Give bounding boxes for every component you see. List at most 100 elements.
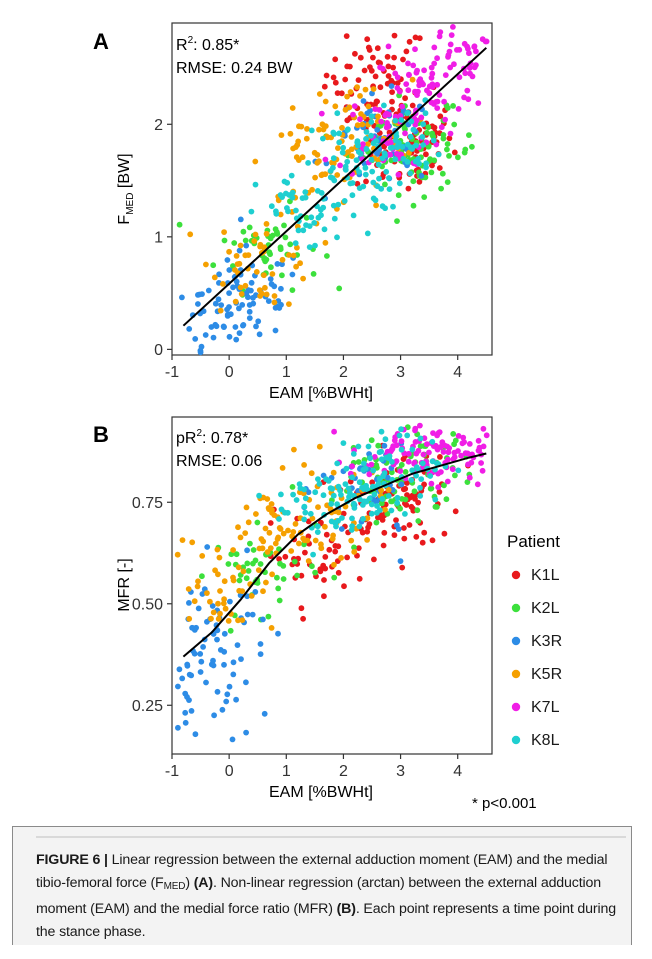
data-point-k5r — [263, 221, 270, 227]
data-point-k3r — [274, 261, 281, 267]
data-point-k3r — [214, 688, 221, 695]
data-point-k3r — [210, 334, 217, 341]
data-point-k3r — [179, 294, 185, 301]
data-point-k8l — [330, 155, 337, 162]
data-point-k3r — [203, 679, 209, 686]
data-point-k1l — [322, 565, 329, 572]
data-point-k8l — [455, 467, 462, 474]
data-point-k2l — [414, 507, 421, 514]
data-point-k1l — [390, 64, 396, 71]
data-point-k2l — [275, 585, 282, 592]
data-point-k5r — [373, 202, 379, 209]
data-point-k8l — [285, 208, 291, 215]
data-point-k3r — [175, 724, 181, 731]
data-point-k1l — [385, 63, 392, 70]
data-point-k7l — [337, 162, 343, 169]
caption-ref-a: (A) — [193, 874, 213, 891]
data-point-k3r — [244, 611, 251, 618]
data-point-k8l — [335, 201, 342, 208]
data-point-k3r — [217, 647, 224, 653]
data-point-k3r — [192, 731, 199, 738]
data-point-k1l — [408, 503, 415, 510]
data-point-k3r — [250, 294, 256, 301]
data-point-k5r — [242, 252, 249, 259]
data-point-k7l — [467, 70, 473, 77]
x-tick-label: -1 — [165, 364, 179, 381]
data-point-k5r — [316, 126, 322, 133]
data-point-k3r — [260, 616, 266, 623]
data-point-k7l — [331, 428, 337, 435]
legend-label-k2l: K2L — [531, 600, 560, 617]
data-point-k8l — [430, 137, 437, 144]
x-tick-label: 4 — [453, 364, 462, 381]
data-point-k8l — [427, 473, 434, 479]
data-point-k8l — [371, 491, 378, 498]
data-point-k8l — [334, 234, 340, 241]
data-point-k7l — [466, 50, 472, 57]
data-point-k8l — [305, 160, 311, 166]
data-point-k1l — [423, 151, 429, 158]
data-point-k3r — [233, 696, 240, 703]
panel-b-annotation: pR2: 0.78* RMSE: 0.06 — [176, 428, 262, 470]
data-point-k1l — [267, 520, 274, 526]
data-point-k7l — [441, 98, 447, 105]
data-point-k5r — [295, 138, 302, 145]
x-tick-label: 4 — [453, 763, 462, 780]
data-point-k7l — [394, 85, 401, 91]
data-point-k8l — [417, 493, 424, 499]
data-point-k1l — [321, 593, 327, 600]
data-point-k8l — [394, 494, 401, 501]
data-point-k1l — [335, 543, 342, 550]
data-point-k3r — [253, 323, 259, 330]
data-point-k8l — [335, 517, 341, 524]
data-point-k1l — [404, 492, 410, 498]
data-point-k7l — [387, 151, 393, 158]
data-point-k3r — [243, 242, 250, 249]
data-point-k5r — [263, 291, 270, 298]
data-point-k8l — [370, 140, 377, 147]
data-point-k5r — [290, 145, 296, 152]
data-point-k5r — [348, 537, 355, 544]
data-point-k3r — [186, 600, 192, 606]
data-point-k3r — [195, 301, 201, 307]
data-point-k7l — [368, 461, 375, 468]
data-point-k8l — [376, 449, 383, 456]
data-point-k1l — [413, 533, 420, 540]
data-point-k8l — [302, 189, 309, 196]
data-point-k5r — [235, 617, 241, 624]
data-point-k5r — [239, 617, 246, 623]
data-point-k3r — [243, 729, 250, 736]
data-point-k5r — [292, 521, 299, 527]
data-point-k8l — [351, 505, 358, 511]
data-point-k8l — [349, 192, 356, 199]
data-point-k1l — [393, 517, 399, 523]
data-point-k1l — [326, 546, 333, 553]
data-point-k7l — [379, 65, 386, 72]
data-point-k8l — [301, 516, 308, 523]
data-point-k7l — [448, 32, 455, 38]
data-point-k3r — [230, 284, 236, 291]
data-point-k8l — [356, 185, 363, 192]
data-point-k5r — [277, 526, 284, 532]
data-point-k7l — [475, 437, 482, 444]
data-point-k7l — [449, 466, 456, 473]
data-point-k3r — [200, 644, 207, 650]
data-point-k5r — [316, 443, 323, 450]
data-point-k3r — [199, 591, 206, 597]
data-point-k5r — [287, 130, 294, 137]
data-point-k2l — [254, 519, 261, 526]
data-point-k8l — [340, 144, 347, 151]
panel-a-ylabel-sub: MED — [125, 193, 136, 215]
data-point-k2l — [421, 194, 428, 201]
data-point-k1l — [384, 53, 391, 60]
data-point-k1l — [391, 532, 398, 538]
data-point-k7l — [405, 60, 411, 67]
panel-a-xlabel: EAM [%BWHt] — [269, 385, 373, 402]
data-point-k2l — [287, 241, 294, 248]
data-point-k8l — [340, 440, 347, 446]
data-point-k7l — [360, 141, 366, 148]
data-point-k1l — [451, 149, 458, 156]
data-point-k7l — [416, 82, 423, 89]
data-point-k1l — [338, 90, 345, 97]
